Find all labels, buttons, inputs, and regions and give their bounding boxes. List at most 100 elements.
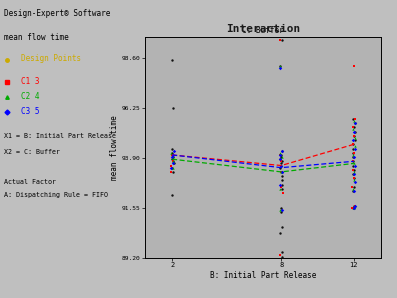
Point [278, 155, 285, 159]
Point [351, 119, 358, 123]
Point [278, 38, 285, 43]
Point [351, 129, 358, 134]
Point [351, 161, 357, 166]
Point [277, 63, 283, 68]
Point [350, 146, 357, 151]
Point [277, 252, 283, 257]
Point [278, 163, 284, 168]
Point [351, 178, 357, 183]
Point [352, 163, 358, 168]
Point [349, 142, 356, 147]
Point [279, 170, 285, 174]
Point [349, 184, 356, 189]
Point [351, 176, 358, 181]
Point [278, 170, 284, 174]
Point [168, 165, 174, 170]
Point [278, 155, 284, 159]
Point [277, 38, 283, 43]
Point [278, 163, 285, 168]
Point [169, 153, 175, 157]
Point [349, 117, 356, 121]
Point [279, 225, 285, 229]
Point [277, 153, 283, 157]
Text: A: Dispatching Rule = FIFO: A: Dispatching Rule = FIFO [4, 192, 108, 198]
Point [351, 184, 357, 189]
Point [277, 163, 283, 168]
Point [168, 150, 174, 155]
Point [350, 159, 357, 164]
Point [170, 161, 177, 166]
Point [350, 150, 356, 155]
Point [277, 208, 283, 212]
Point [277, 187, 283, 191]
Point [352, 129, 358, 134]
Text: Actual Factor: Actual Factor [4, 179, 56, 185]
Point [350, 189, 357, 193]
Title: Interaction: Interaction [226, 24, 300, 34]
Point [350, 127, 357, 132]
Point [278, 153, 284, 157]
Point [278, 174, 285, 179]
Point [170, 153, 176, 157]
Point [279, 191, 286, 195]
Point [278, 163, 284, 168]
Point [169, 153, 175, 157]
Point [350, 125, 357, 130]
Point [350, 163, 357, 168]
Point [352, 180, 358, 185]
Point [352, 117, 358, 121]
Point [170, 159, 177, 164]
Point [279, 187, 285, 191]
Point [350, 187, 356, 191]
Point [350, 153, 357, 157]
Point [277, 165, 283, 170]
Point [351, 63, 357, 68]
Point [352, 144, 358, 149]
Y-axis label: mean flow time: mean flow time [110, 115, 119, 180]
Point [277, 182, 283, 187]
Text: C: Buffer: C: Buffer [242, 26, 284, 35]
Point [279, 182, 286, 187]
Point [352, 204, 358, 208]
Text: Design-Expert® Software: Design-Expert® Software [4, 9, 110, 18]
Point [350, 167, 356, 172]
Point [349, 172, 356, 176]
Point [352, 121, 358, 125]
Point [170, 153, 176, 158]
Point [277, 157, 283, 162]
Point [169, 155, 175, 159]
Point [352, 121, 358, 125]
Point [351, 206, 357, 210]
Point [350, 155, 357, 159]
Point [277, 231, 283, 236]
Point [169, 57, 175, 62]
Point [170, 155, 176, 159]
Point [278, 178, 285, 183]
Text: C2 4: C2 4 [21, 92, 40, 101]
Point [169, 146, 175, 151]
X-axis label: B: Initial Part Release: B: Initial Part Release [210, 271, 316, 280]
Point [278, 184, 284, 189]
Point [351, 172, 357, 176]
Point [169, 150, 175, 155]
Point [351, 204, 358, 208]
Point [278, 161, 284, 166]
Text: X2 = C: Buffer: X2 = C: Buffer [4, 149, 60, 155]
Point [170, 106, 176, 111]
Point [170, 159, 177, 164]
Point [351, 134, 358, 138]
Point [170, 161, 176, 166]
Point [277, 63, 283, 68]
Point [352, 204, 358, 208]
Point [349, 206, 356, 210]
Point [170, 148, 177, 153]
Text: C3 5: C3 5 [21, 107, 40, 116]
Point [350, 142, 356, 147]
Point [278, 210, 284, 215]
Point [278, 170, 285, 174]
Text: C1 3: C1 3 [21, 77, 40, 86]
Point [351, 150, 358, 155]
Point [351, 189, 358, 193]
Point [277, 150, 283, 155]
Text: Design Points: Design Points [21, 54, 81, 63]
